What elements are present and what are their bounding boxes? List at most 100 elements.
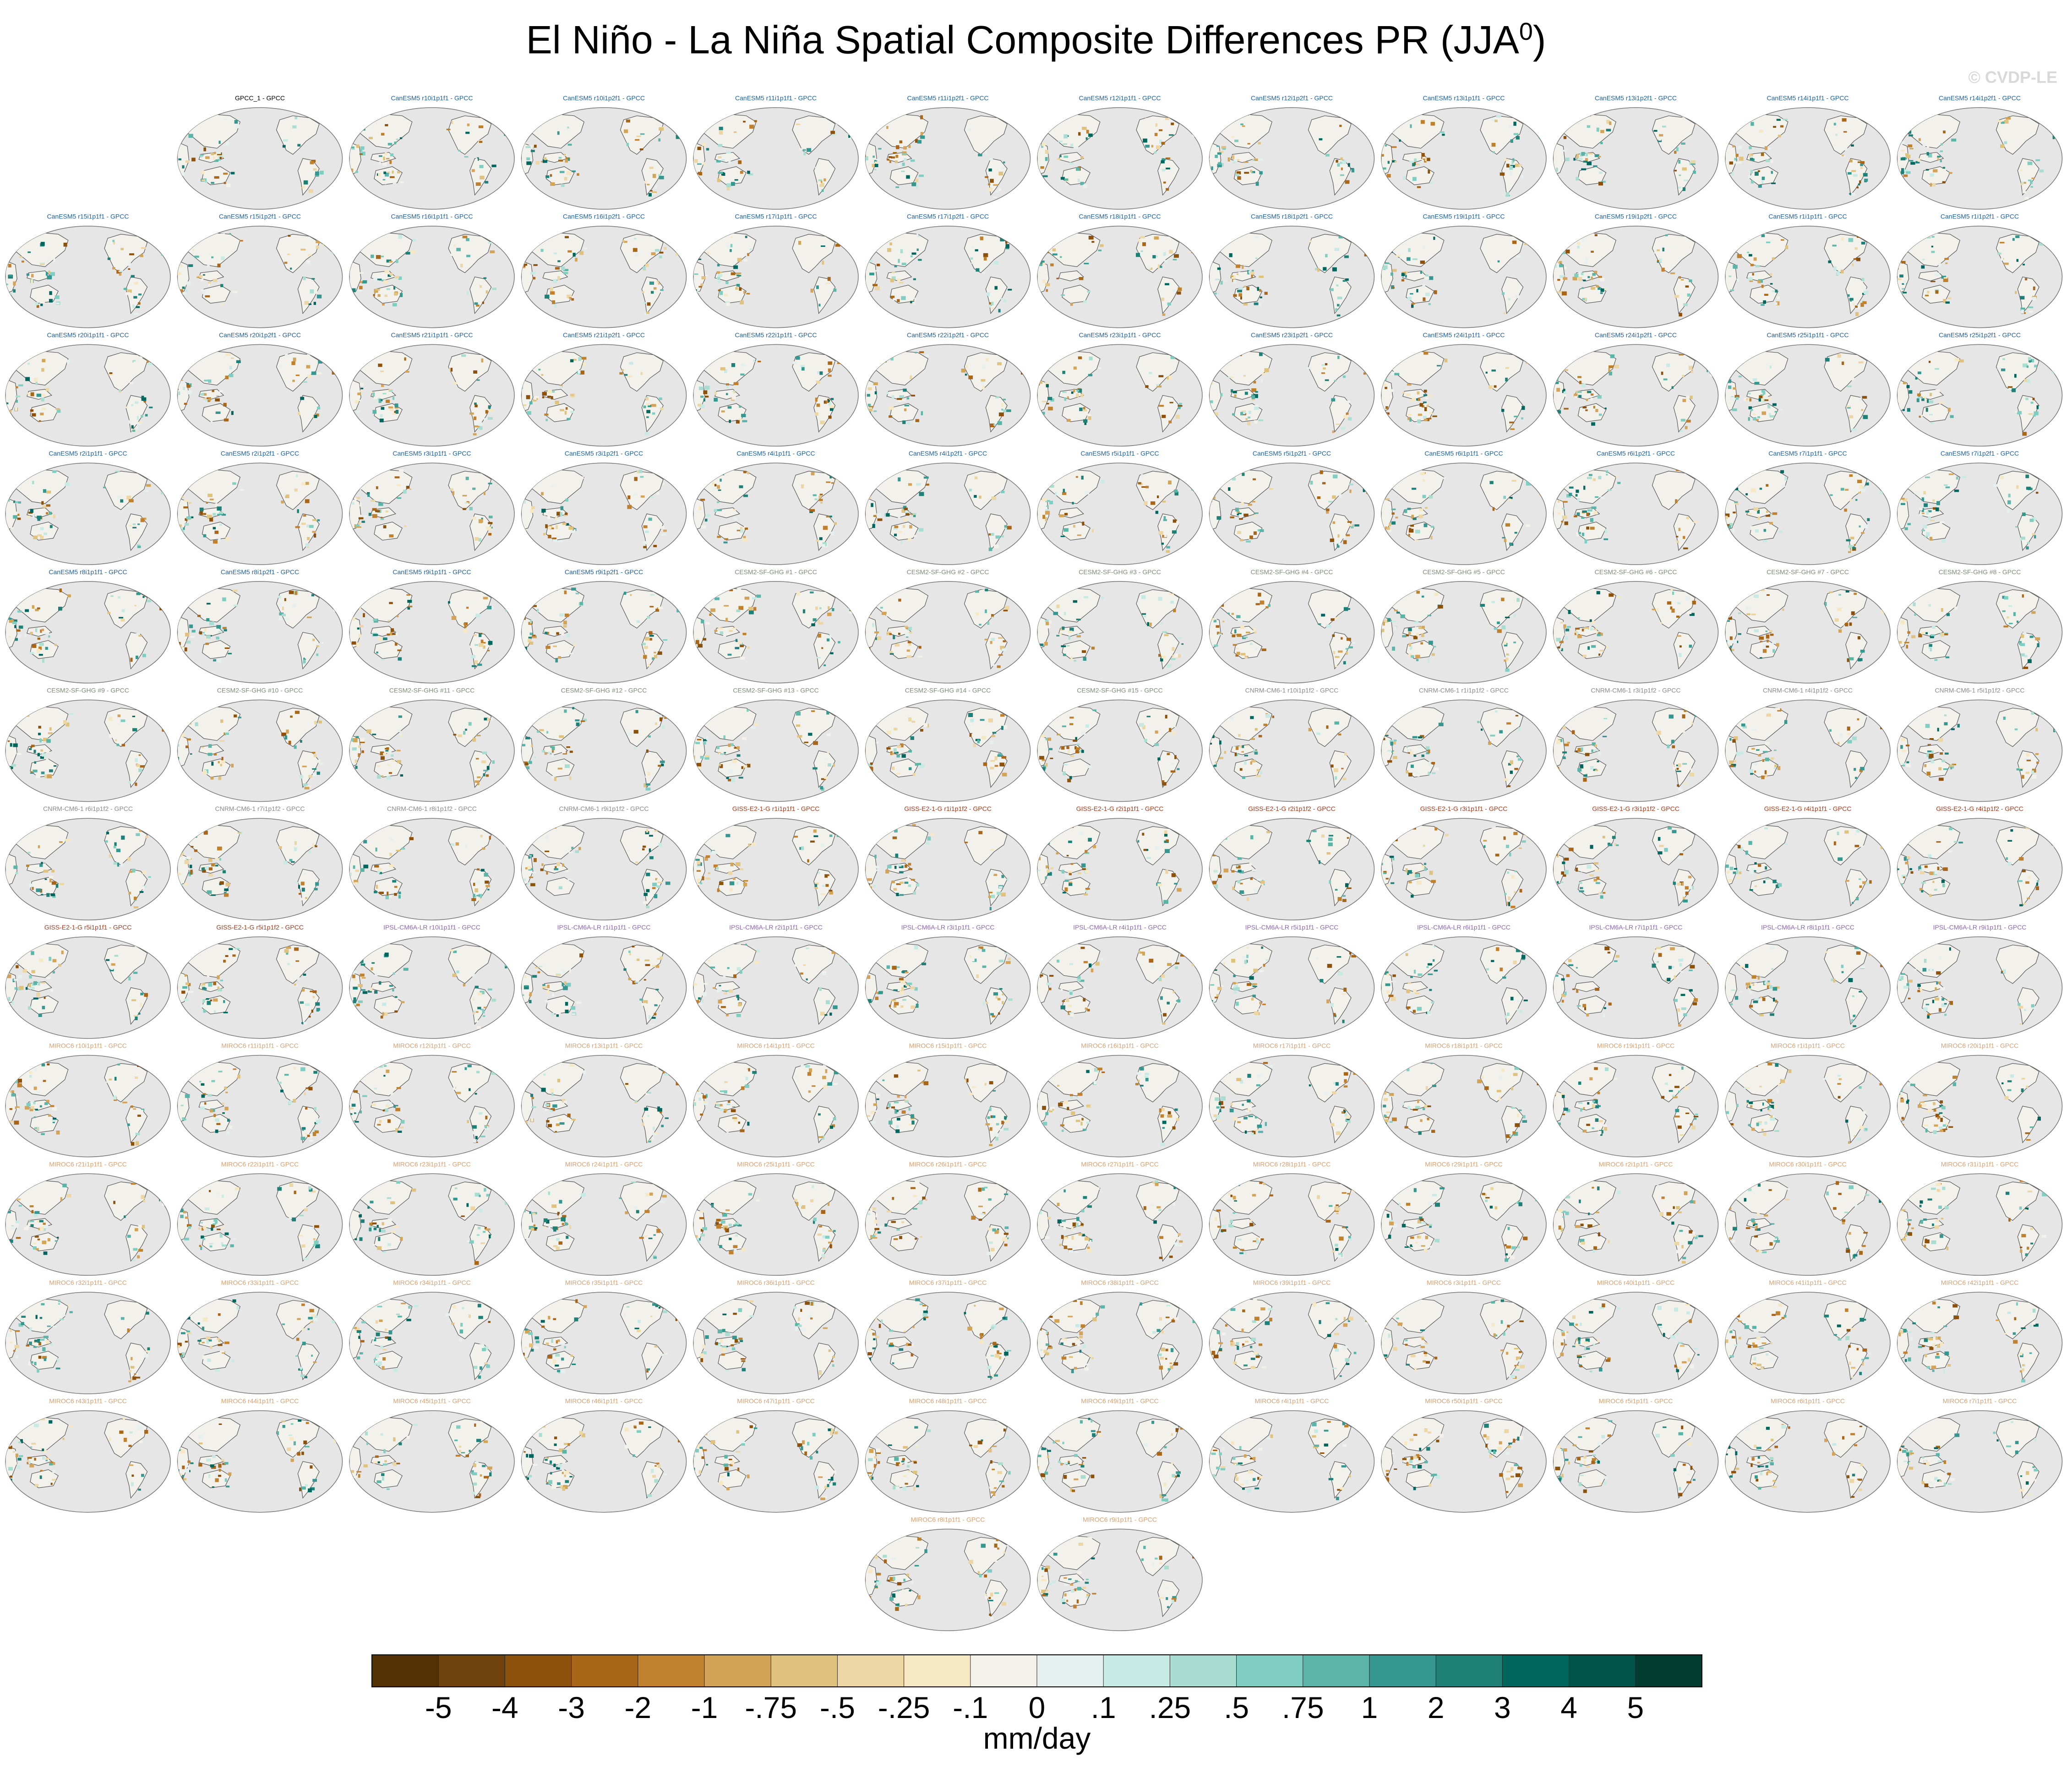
- anomaly-cell: [873, 515, 877, 517]
- anomaly-cell: [559, 735, 564, 738]
- anomaly-cell: [225, 731, 229, 734]
- anomaly-cell: [531, 745, 533, 748]
- anomaly-cell: [512, 137, 514, 140]
- anomaly-cell: [1050, 263, 1054, 266]
- anomaly-cell: [388, 406, 393, 408]
- anomaly-cell: [488, 405, 491, 409]
- anomaly-cell: [1849, 298, 1854, 301]
- continent-outline: [469, 632, 492, 670]
- anomaly-cell: [183, 593, 186, 597]
- map-panel: CanESM5 r24i1p2f1 - GPCC: [1553, 331, 1719, 447]
- anomaly-cell: [1731, 474, 1734, 478]
- anomaly-cell: [1562, 250, 1565, 254]
- anomaly-cell: [1234, 139, 1239, 142]
- anomaly-cell: [816, 539, 819, 542]
- anomaly-cell: [704, 396, 709, 398]
- anomaly-cell: [541, 492, 544, 495]
- anomaly-cell: [1598, 156, 1601, 158]
- anomaly-cell: [1686, 419, 1691, 423]
- anomaly-cell: [27, 392, 32, 396]
- anomaly-cell: [132, 430, 136, 432]
- anomaly-cell: [1373, 608, 1374, 611]
- anomaly-cell: [1204, 252, 1207, 255]
- anomaly-cell: [502, 473, 507, 477]
- anomaly-cell: [640, 495, 645, 498]
- anomaly-cell: [224, 182, 226, 184]
- anomaly-cell: [502, 591, 506, 594]
- anomaly-cell: [177, 293, 179, 296]
- anomaly-cell: [1766, 147, 1771, 150]
- anomaly-cell: [651, 252, 656, 256]
- anomaly-cell: [1574, 393, 1578, 397]
- anomaly-cell: [311, 159, 316, 163]
- panel-label: CESM2-SF-GHG #12 - GPCC: [561, 687, 647, 694]
- continent-outline: [276, 115, 320, 155]
- anomaly-cell: [1842, 361, 1844, 365]
- anomaly-cell: [1855, 499, 1858, 501]
- anomaly-cell: [1914, 613, 1916, 616]
- anomaly-cell: [316, 643, 320, 646]
- anomaly-cell: [361, 152, 365, 156]
- anomaly-cell: [340, 594, 343, 598]
- anomaly-cell: [206, 603, 211, 605]
- map-panel: CanESM5 r13i1p2f1 - GPCC: [1553, 94, 1719, 210]
- anomaly-cell: [1092, 245, 1097, 247]
- anomaly-cell: [165, 485, 170, 489]
- anomaly-cell: [556, 632, 559, 635]
- anomaly-cell: [915, 178, 919, 183]
- anomaly-cell: [132, 360, 136, 363]
- anomaly-cell: [815, 397, 818, 402]
- map-panel: CanESM5 r5i1p1f1 - GPCC: [1037, 450, 1203, 565]
- anomaly-cell: [230, 357, 234, 359]
- anomaly-cell: [710, 608, 716, 612]
- anomaly-cell: [1959, 359, 1964, 363]
- anomaly-cell: [858, 491, 860, 494]
- anomaly-cell: [1407, 296, 1412, 300]
- anomaly-cell: [55, 295, 60, 299]
- anomaly-cell: [2057, 236, 2061, 238]
- anomaly-cell: [1774, 411, 1778, 413]
- anomaly-cell: [566, 523, 569, 526]
- anomaly-cell: [1714, 133, 1718, 136]
- anomaly-cell: [15, 407, 17, 411]
- anomaly-cell: [478, 538, 482, 542]
- map-panel: CanESM5 r7i1p1f1 - GPCC: [1725, 450, 1891, 565]
- anomaly-cell: [793, 361, 797, 364]
- anomaly-cell: [1072, 502, 1074, 505]
- anomaly-cell: [1342, 280, 1346, 282]
- anomaly-cell: [737, 258, 742, 262]
- anomaly-cell: [1904, 363, 1909, 366]
- anomaly-cell: [1841, 154, 1844, 157]
- anomaly-cell: [566, 171, 571, 175]
- anomaly-cell: [349, 174, 351, 177]
- panel-label: CanESM5 r6i1p2f1 - GPCC: [1597, 450, 1675, 457]
- anomaly-cell: [332, 714, 335, 716]
- anomaly-cell: [222, 597, 226, 602]
- anomaly-cell: [1169, 402, 1173, 403]
- anomaly-cell: [1343, 607, 1348, 611]
- anomaly-cell: [300, 187, 302, 189]
- anomaly-cell: [474, 302, 478, 305]
- anomaly-cell: [187, 122, 192, 125]
- anomaly-cell: [1767, 404, 1771, 408]
- anomaly-cell: [15, 708, 19, 710]
- anomaly-cell: [1614, 364, 1619, 369]
- anomaly-cell: [132, 527, 136, 528]
- anomaly-cell: [481, 517, 483, 520]
- anomaly-cell: [577, 173, 579, 176]
- anomaly-cell: [659, 256, 662, 259]
- anomaly-cell: [1926, 152, 1929, 156]
- anomaly-cell: [1418, 626, 1423, 629]
- anomaly-cell: [1003, 640, 1006, 642]
- anomaly-cell: [545, 156, 548, 160]
- anomaly-cell: [1335, 308, 1338, 311]
- anomaly-cell: [1022, 246, 1025, 250]
- anomaly-cell: [1554, 141, 1557, 143]
- anomaly-cell: [1927, 399, 1929, 403]
- anomaly-cell: [648, 663, 650, 667]
- anomaly-cell: [1584, 627, 1589, 630]
- anomaly-cell: [1169, 593, 1174, 595]
- anomaly-cell: [2056, 478, 2059, 481]
- anomaly-cell: [1752, 273, 1754, 276]
- anomaly-cell: [1596, 625, 1598, 626]
